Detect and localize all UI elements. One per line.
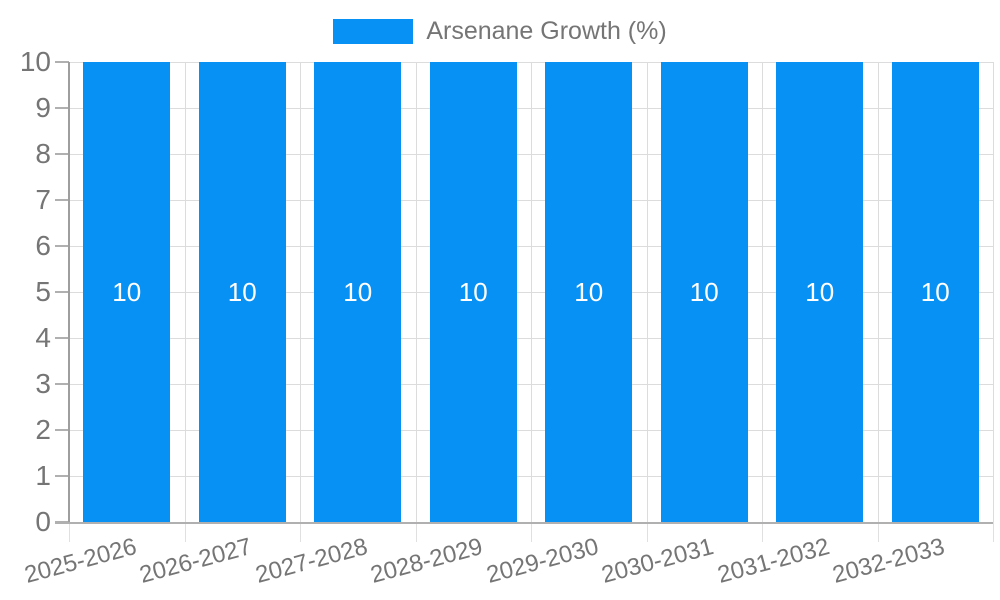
y-axis-tick-label: 3 bbox=[35, 368, 51, 399]
x-gridline bbox=[646, 62, 648, 522]
y-axis-tick-label: 6 bbox=[35, 230, 51, 261]
x-tick-mark bbox=[531, 522, 532, 542]
legend-color-swatch bbox=[333, 18, 414, 44]
y-axis-line bbox=[68, 62, 70, 522]
y-axis-tick-label: 4 bbox=[35, 322, 51, 353]
x-gridline bbox=[993, 62, 994, 522]
bar-value-label: 10 bbox=[574, 276, 604, 307]
bar-2027-2028[interactable]: 10 bbox=[314, 62, 402, 522]
bar-value-label: 10 bbox=[112, 276, 142, 307]
y-axis-tick-label: 5 bbox=[35, 276, 51, 307]
y-tick-mark bbox=[55, 245, 69, 247]
x-tick-mark bbox=[877, 522, 879, 542]
bar-2029-2030[interactable]: 10 bbox=[545, 62, 633, 522]
y-tick-mark bbox=[55, 61, 69, 63]
x-tick-mark bbox=[762, 522, 763, 542]
x-axis-line bbox=[55, 522, 993, 524]
bar-2030-2031[interactable]: 10 bbox=[660, 62, 748, 522]
bar-2025-2026[interactable]: 10 bbox=[83, 62, 171, 522]
x-axis-tick-label: 2026-2027 bbox=[137, 533, 255, 589]
x-gridline bbox=[415, 62, 417, 522]
bar-2031-2032[interactable]: 10 bbox=[776, 62, 864, 522]
y-axis-tick-label: 2 bbox=[35, 414, 51, 445]
x-tick-mark bbox=[415, 522, 417, 542]
bar-2026-2027[interactable]: 10 bbox=[198, 62, 286, 522]
bar-value-label: 10 bbox=[458, 276, 488, 307]
x-tick-mark bbox=[993, 522, 994, 542]
y-tick-mark bbox=[55, 107, 69, 109]
y-tick-mark bbox=[55, 383, 69, 385]
y-tick-mark bbox=[55, 337, 69, 339]
y-tick-mark bbox=[55, 153, 69, 155]
x-axis-tick-label: 2030-2031 bbox=[599, 533, 717, 589]
x-gridline bbox=[184, 62, 186, 522]
y-tick-mark bbox=[55, 199, 69, 201]
bar-value-label: 10 bbox=[689, 276, 719, 307]
x-axis-tick-label: 2032-2033 bbox=[830, 533, 948, 589]
bar-2032-2033[interactable]: 10 bbox=[891, 62, 979, 522]
y-axis-tick-label: 10 bbox=[19, 46, 51, 77]
x-gridline bbox=[762, 62, 763, 522]
bar-value-label: 10 bbox=[227, 276, 257, 307]
x-gridline bbox=[300, 62, 301, 522]
y-tick-mark bbox=[55, 291, 69, 293]
legend-item-arsenane-growth[interactable]: Arsenane Growth (%) bbox=[333, 17, 667, 45]
x-axis-tick-label: 2025-2026 bbox=[21, 533, 140, 589]
x-axis-tick-label: 2029-2030 bbox=[483, 533, 602, 589]
x-axis-tick-label: 2031-2032 bbox=[714, 533, 833, 589]
y-axis-tick-label: 7 bbox=[35, 184, 51, 215]
y-axis-tick-label: 1 bbox=[35, 460, 51, 491]
bar-value-label: 10 bbox=[343, 276, 373, 307]
bar-2028-2029[interactable]: 10 bbox=[429, 62, 517, 522]
y-axis-tick-label: 8 bbox=[35, 138, 51, 169]
x-gridline bbox=[877, 62, 879, 522]
chart-legend: Arsenane Growth (%) bbox=[0, 17, 1000, 45]
x-tick-mark bbox=[300, 522, 301, 542]
y-axis-tick-label: 9 bbox=[35, 92, 51, 123]
bar-value-label: 10 bbox=[805, 276, 835, 307]
y-axis-tick-label: 0 bbox=[35, 506, 51, 537]
x-gridline bbox=[531, 62, 532, 522]
x-tick-mark bbox=[69, 522, 70, 542]
x-tick-mark bbox=[646, 522, 648, 542]
bar-value-label: 10 bbox=[920, 276, 950, 307]
x-axis-tick-label: 2027-2028 bbox=[252, 533, 371, 589]
legend-label: Arsenane Growth (%) bbox=[426, 17, 667, 45]
x-tick-mark bbox=[184, 522, 186, 542]
y-tick-mark bbox=[55, 475, 69, 477]
y-tick-mark bbox=[55, 429, 69, 431]
x-axis-tick-label: 2028-2029 bbox=[368, 533, 486, 589]
